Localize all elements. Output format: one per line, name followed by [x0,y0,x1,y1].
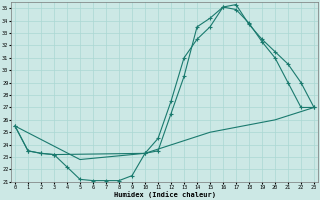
X-axis label: Humidex (Indice chaleur): Humidex (Indice chaleur) [114,191,215,198]
